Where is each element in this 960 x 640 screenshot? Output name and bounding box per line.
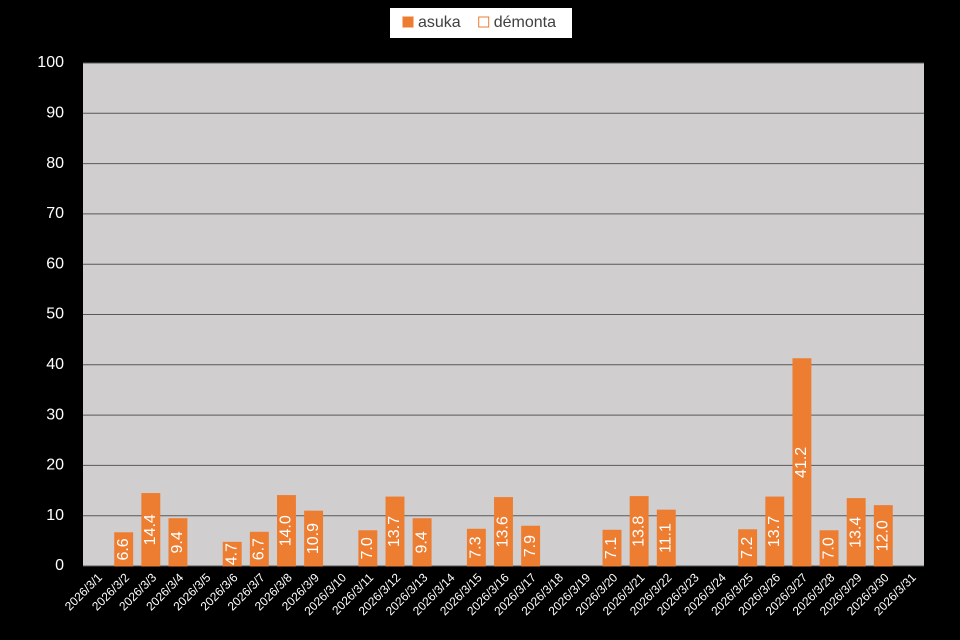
- legend-marker: [402, 16, 414, 28]
- y-tick-label: 70: [46, 205, 64, 222]
- data-label: 13.4: [847, 517, 864, 548]
- data-label: 7.2: [739, 537, 756, 559]
- legend-marker: [478, 16, 490, 28]
- bar: [738, 529, 758, 567]
- bar: [168, 518, 188, 567]
- y-tick-label: 20: [46, 457, 64, 474]
- y-tick-label: 60: [46, 255, 64, 272]
- bar: [412, 518, 432, 567]
- data-label: 7.1: [603, 537, 620, 559]
- data-label: 4.7: [223, 543, 240, 565]
- data-label: 7.0: [359, 537, 376, 559]
- legend-label: démonta: [494, 14, 556, 31]
- bar: [629, 496, 649, 567]
- data-label: 13.7: [386, 516, 403, 547]
- data-label: 12.0: [875, 520, 892, 551]
- y-tick-label: 50: [46, 306, 64, 323]
- data-label: 13.7: [766, 516, 783, 547]
- data-label: 41.2: [793, 447, 810, 478]
- data-label: 9.4: [169, 531, 186, 553]
- y-tick-label: 80: [46, 155, 64, 172]
- data-label: 14.0: [278, 515, 295, 546]
- bar: [358, 530, 378, 567]
- bar: [114, 532, 134, 567]
- bar: [466, 528, 486, 567]
- bar: [792, 358, 812, 567]
- data-label: 11.1: [657, 523, 674, 553]
- y-tick-label: 100: [37, 54, 64, 71]
- y-tick-label: 90: [46, 105, 64, 122]
- bar: [222, 541, 242, 567]
- bar: [873, 505, 893, 567]
- bar: [765, 496, 785, 567]
- bar: [656, 509, 676, 567]
- bar: [385, 496, 405, 567]
- data-label: 7.3: [468, 536, 485, 558]
- data-label: 13.6: [495, 516, 512, 547]
- data-label: 7.9: [522, 535, 539, 557]
- bar: [141, 493, 161, 567]
- y-tick-label: 30: [46, 406, 64, 423]
- y-tick-label: 40: [46, 356, 64, 373]
- bar: [494, 497, 513, 567]
- data-label: 6.7: [251, 538, 268, 560]
- bar: [819, 530, 839, 567]
- bar: [602, 529, 622, 567]
- bar: [304, 510, 324, 567]
- bar: [277, 495, 296, 567]
- bar: [521, 525, 541, 567]
- bar: [249, 531, 269, 567]
- legend-label: asuka: [418, 14, 461, 31]
- data-label: 7.0: [820, 537, 837, 559]
- data-label: 14.4: [142, 514, 159, 545]
- data-label: 10.9: [305, 523, 322, 554]
- data-label: 6.6: [115, 538, 132, 560]
- data-label: 9.4: [413, 531, 430, 553]
- data-label: 13.8: [630, 516, 647, 547]
- bar: [846, 498, 866, 567]
- y-tick-label: 0: [55, 557, 64, 574]
- y-tick-label: 10: [46, 507, 64, 524]
